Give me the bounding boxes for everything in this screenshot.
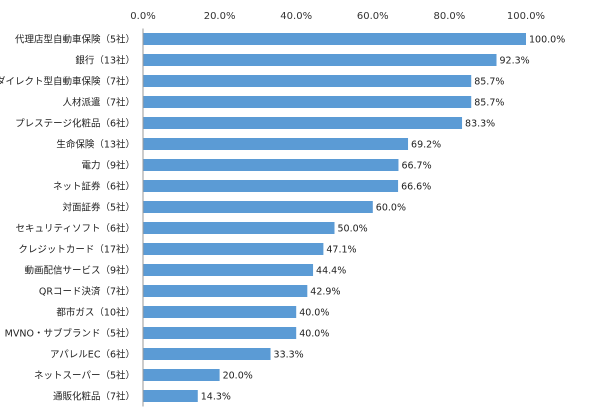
value-label: 42.9% — [310, 287, 340, 298]
value-label: 100.0% — [529, 35, 565, 46]
value-label: 14.3% — [201, 392, 231, 403]
category-label: ダイレクト型自動車保険（7社） — [0, 76, 135, 88]
bar — [143, 222, 335, 234]
category-label: 対面証券（5社） — [62, 202, 135, 214]
category-label: ネット証券（6社） — [53, 181, 135, 193]
bar — [143, 390, 198, 402]
bar — [143, 180, 399, 192]
bar — [143, 285, 308, 297]
x-tick-label: 20.0% — [204, 11, 236, 22]
value-label: 85.7% — [474, 77, 504, 88]
value-label: 20.0% — [223, 371, 253, 382]
bar — [143, 348, 271, 360]
category-label: 人材派遣（7社） — [62, 97, 135, 109]
x-tick-label: 40.0% — [280, 11, 312, 22]
category-label: MVNO・サブブランド（5社） — [5, 328, 135, 340]
value-label: 66.7% — [401, 161, 431, 172]
value-label: 47.1% — [326, 245, 356, 256]
bar — [143, 33, 526, 45]
value-label: 66.6% — [401, 182, 431, 193]
bar — [143, 75, 472, 87]
x-tick-labels: 0.0% 20.0% 40.0% 60.0% 80.0% 100.0% — [130, 11, 545, 22]
category-label: 都市ガス（10社） — [56, 307, 135, 319]
value-label: 60.0% — [376, 203, 406, 214]
bar — [143, 117, 463, 129]
bar — [143, 201, 373, 213]
value-labels: 100.0% 92.3% 85.7% 85.7% 83.3% 69.2% 66.7% 66.6… — [201, 35, 565, 403]
bar — [143, 243, 324, 255]
value-label: 44.4% — [316, 266, 346, 277]
value-label: 40.0% — [299, 308, 329, 319]
bar — [143, 54, 497, 66]
x-tick-label: 80.0% — [434, 11, 466, 22]
category-label: クレジットカード（17社） — [18, 244, 135, 256]
bar — [143, 327, 297, 339]
bar — [143, 369, 220, 381]
category-label: 通販化粧品（7社） — [53, 391, 135, 403]
value-label: 69.2% — [411, 140, 441, 151]
category-label: 動画配信サービス（9社） — [24, 265, 135, 277]
bars — [143, 33, 526, 402]
category-label: アパレルEC（6社） — [50, 349, 135, 361]
value-label: 85.7% — [474, 98, 504, 109]
value-label: 83.3% — [465, 119, 495, 130]
category-label: QRコード決済（7社） — [39, 286, 135, 298]
bar — [143, 96, 472, 108]
category-labels: 代理店型自動車保険（5社） 銀行（13社） ダイレクト型自動車保険（7社） 人材派遣（… — [0, 34, 135, 403]
value-label: 40.0% — [299, 329, 329, 340]
category-label: ネットスーパー（5社） — [34, 370, 135, 382]
x-tick-label: 60.0% — [357, 11, 389, 22]
category-label: 電力（9社） — [81, 160, 135, 172]
category-label: 銀行（13社） — [75, 55, 135, 67]
category-label: 代理店型自動車保険（5社） — [15, 34, 135, 46]
bar — [143, 306, 297, 318]
category-label: プレステージ化粧品（6社） — [15, 118, 135, 130]
bar — [143, 159, 399, 171]
value-label: 33.3% — [274, 350, 304, 361]
value-label: 50.0% — [338, 224, 368, 235]
x-tick-label: 100.0% — [507, 11, 545, 22]
x-tick-label: 0.0% — [130, 11, 155, 22]
category-label: セキュリティソフト（6社） — [16, 223, 135, 235]
category-label: 生命保険（13社） — [56, 139, 135, 151]
bar — [143, 138, 409, 150]
value-label: 92.3% — [500, 56, 530, 67]
bar — [143, 264, 314, 276]
